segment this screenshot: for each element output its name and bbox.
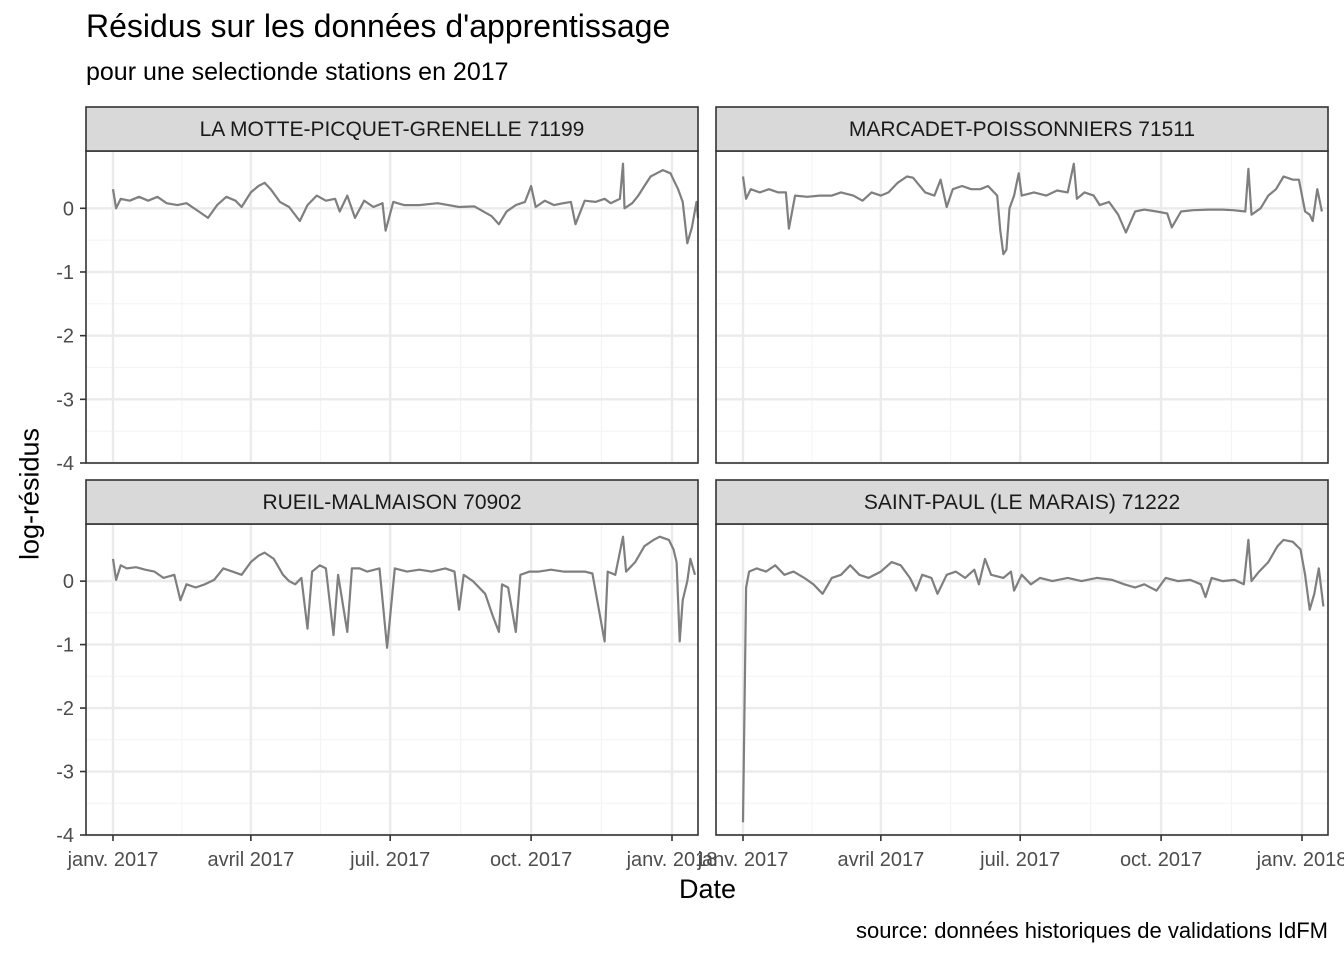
facet-panel: LA MOTTE-PICQUET-GRENELLE 71199 0 -1 -2 -3 -4	[56, 106, 700, 475]
y-tick-label: -1	[56, 262, 74, 284]
facet-strip	[85, 479, 699, 525]
y-tick-label: -4	[56, 825, 74, 847]
panel-background	[86, 151, 698, 463]
x-tick-label: janv. 2017	[67, 849, 159, 871]
x-tick-label: avril 2017	[207, 849, 294, 871]
facet-strip-label: SAINT-PAUL (LE MARAIS) 71222	[864, 491, 1180, 514]
x-tick-label: avril 2017	[837, 849, 924, 871]
facet-strip-label: MARCADET-POISSONNIERS 71511	[849, 118, 1195, 141]
x-tick-label: juil. 2017	[349, 849, 430, 871]
y-tick-label: -1	[56, 635, 74, 657]
x-tick-label: oct. 2017	[1120, 849, 1202, 871]
y-tick-label: -2	[56, 326, 74, 348]
x-tick-label: janv. 2018	[626, 849, 718, 871]
chart-title: Résidus sur les données d'apprentissage	[86, 8, 671, 44]
panel-background	[716, 524, 1328, 835]
y-tick-label: 0	[63, 571, 74, 593]
x-axis-title: Date	[678, 874, 737, 904]
facet-strip	[715, 106, 1329, 152]
series-line	[741, 162, 1323, 256]
y-tick-label: 0	[63, 198, 74, 220]
y-tick-label: -3	[56, 389, 74, 411]
y-tick-label: -4	[56, 453, 74, 475]
facet-strip	[85, 106, 699, 152]
facet-strip-label: RUEIL-MALMAISON 70902	[262, 491, 521, 514]
y-tick-label: -2	[56, 698, 74, 720]
chart-subtitle: pour une selectionde stations en 2017	[86, 58, 509, 86]
facet-panel: MARCADET-POISSONNIERS 71511	[715, 106, 1329, 465]
facet-strip	[715, 479, 1329, 525]
chart-caption: source: données historiques de validatio…	[855, 918, 1328, 943]
x-tick-label: juil. 2017	[979, 849, 1060, 871]
x-tick-label: janv. 2017	[697, 849, 789, 871]
series-line	[111, 535, 697, 649]
series-line	[741, 538, 1325, 823]
x-tick-label: oct. 2017	[490, 849, 572, 871]
series-line	[111, 162, 700, 245]
panel-background	[716, 151, 1328, 463]
facet-panel: SAINT-PAUL (LE MARAIS) 71222 janv. 2017 av…	[697, 479, 1344, 871]
y-tick-label: -3	[56, 762, 74, 784]
x-tick-label: janv. 2018	[1256, 849, 1344, 871]
facet-strip-label: LA MOTTE-PICQUET-GRENELLE 71199	[200, 118, 585, 141]
panel-background	[86, 524, 698, 835]
